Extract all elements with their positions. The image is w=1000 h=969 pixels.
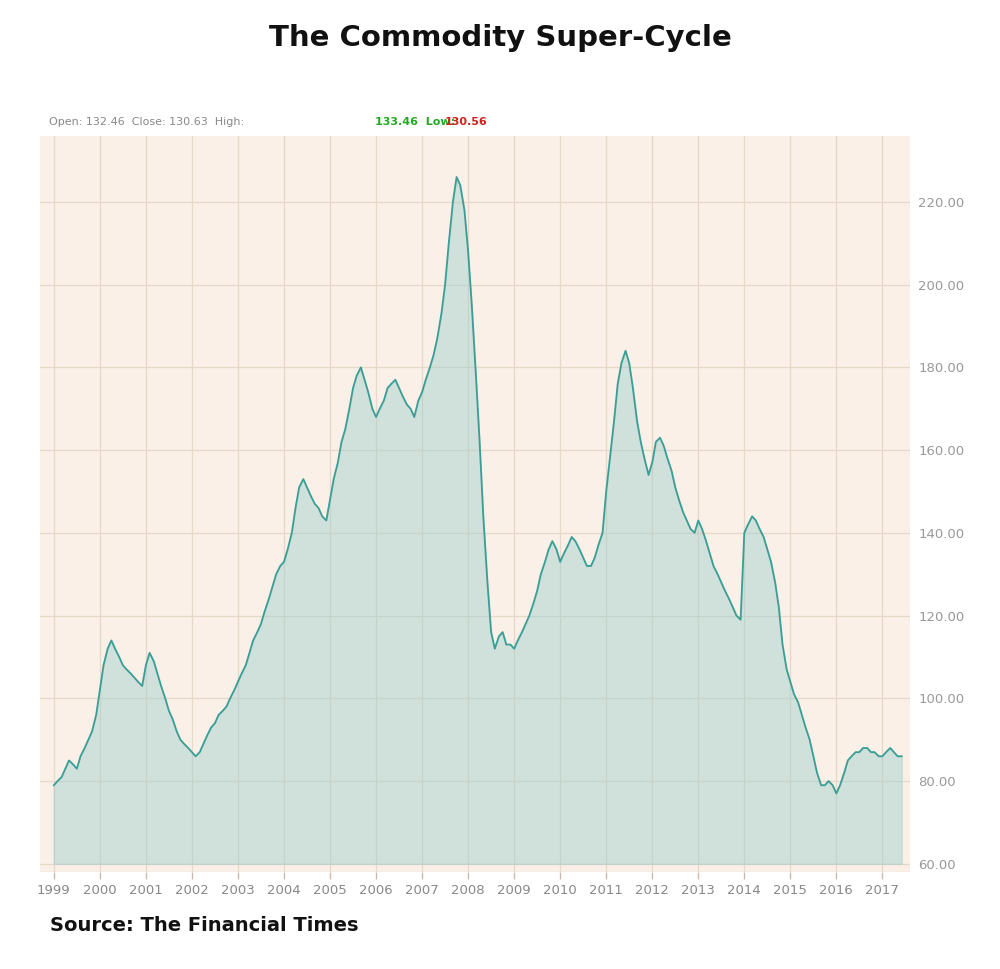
Text: 133.46  Low:: 133.46 Low: [375,117,459,127]
Text: The Commodity Super-Cycle: The Commodity Super-Cycle [269,24,731,52]
Text: Open: 132.46  Close: 130.63  High:: Open: 132.46 Close: 130.63 High: [49,117,247,127]
Text: Source: The Financial Times: Source: The Financial Times [50,916,358,935]
Text: 130.56: 130.56 [445,117,487,127]
